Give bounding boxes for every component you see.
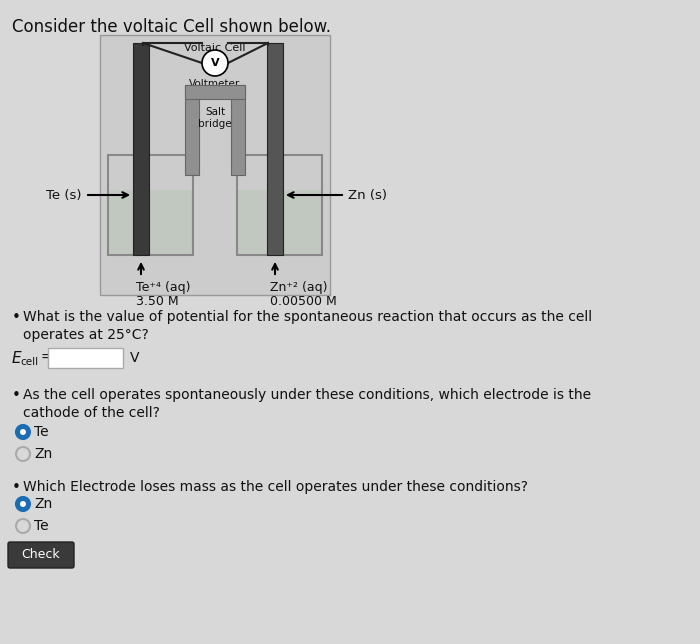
Text: What is the value of potential for the spontaneous reaction that occurs as the c: What is the value of potential for the s… (23, 310, 592, 343)
Bar (185, 85, 199, 175)
Circle shape (16, 497, 30, 511)
Bar (238, 190, 321, 255)
Bar (237, 155, 322, 255)
Text: •: • (12, 388, 21, 403)
Bar (231, 85, 245, 175)
Circle shape (16, 425, 30, 439)
Circle shape (20, 501, 26, 507)
Text: Which Electrode loses mass as the cell operates under these conditions?: Which Electrode loses mass as the cell o… (23, 480, 528, 494)
Text: Zn: Zn (34, 447, 52, 461)
Text: 0.00500 M: 0.00500 M (270, 295, 337, 308)
Text: •: • (12, 480, 21, 495)
Text: As the cell operates spontaneously under these conditions, which electrode is th: As the cell operates spontaneously under… (23, 388, 591, 421)
Text: Te (s): Te (s) (46, 189, 82, 202)
Text: Voltmeter: Voltmeter (190, 79, 241, 89)
Bar (267, 43, 283, 255)
Text: V: V (130, 351, 139, 365)
Bar (108, 155, 193, 255)
Text: Zn: Zn (34, 497, 52, 511)
Circle shape (202, 50, 228, 76)
Text: Consider the voltaic Cell shown below.: Consider the voltaic Cell shown below. (12, 18, 331, 36)
Bar (100, 35, 330, 295)
Bar (133, 43, 149, 255)
Text: Zn (s): Zn (s) (348, 189, 387, 202)
Text: =: = (40, 351, 52, 365)
Text: Zn⁺² (aq): Zn⁺² (aq) (270, 281, 328, 294)
Text: Voltaic Cell: Voltaic Cell (184, 43, 246, 53)
Text: Te: Te (34, 425, 48, 439)
Text: E: E (12, 350, 22, 366)
Text: V: V (211, 58, 219, 68)
Text: Salt
bridge: Salt bridge (198, 107, 232, 129)
Text: Check: Check (22, 549, 60, 562)
Text: Te⁺⁴ (aq): Te⁺⁴ (aq) (136, 281, 190, 294)
Circle shape (20, 429, 26, 435)
Bar (109, 190, 192, 255)
Text: Te: Te (34, 519, 48, 533)
Bar (48, 348, 123, 368)
Text: •: • (12, 310, 21, 325)
Text: 3.50 M: 3.50 M (136, 295, 178, 308)
Bar (185, 85, 245, 99)
Text: cell: cell (20, 357, 38, 367)
FancyBboxPatch shape (8, 542, 74, 568)
